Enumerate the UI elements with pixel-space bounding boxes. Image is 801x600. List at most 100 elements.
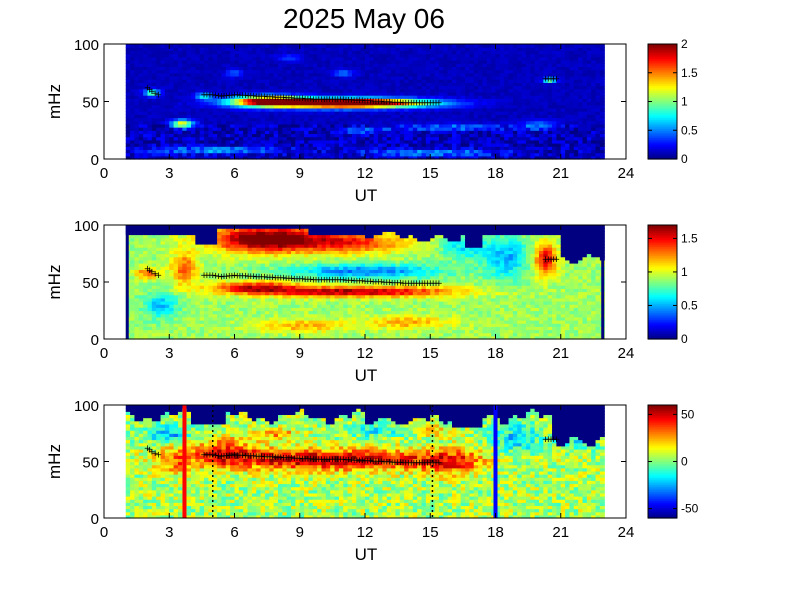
heatmap-cell: [299, 59, 305, 64]
heatmap-cell: [225, 95, 231, 99]
heatmap-cell: [260, 85, 266, 90]
heatmap-cell: [465, 47, 470, 51]
heatmap-cell: [186, 107, 192, 112]
heatmap-cell: [408, 98, 414, 103]
heatmap-cell: [143, 269, 149, 274]
heatmap-cell: [138, 310, 144, 315]
heatmap-cell: [278, 111, 283, 115]
heatmap-cell: [282, 88, 288, 93]
heatmap-cell: [260, 120, 266, 125]
heatmap-cell: [282, 69, 288, 74]
heatmap-cell: [438, 79, 444, 83]
heatmap-cell: [269, 72, 275, 77]
heatmap-cell: [221, 282, 227, 286]
heatmap-cell: [204, 320, 209, 324]
heatmap-cell: [534, 56, 540, 61]
heatmap-cell: [312, 82, 318, 87]
heatmap-cell: [182, 152, 188, 157]
heatmap-cell: [130, 79, 136, 83]
heatmap-cell: [130, 101, 136, 106]
heatmap-cell: [565, 91, 571, 96]
heatmap-cell: [212, 310, 218, 315]
heatmap-cell: [547, 50, 553, 55]
colorbar-segment: [648, 56, 677, 59]
heatmap-cell: [565, 123, 571, 128]
heatmap-cell: [169, 104, 175, 109]
heatmap-cell: [125, 69, 131, 74]
heatmap-cell: [317, 69, 323, 74]
heatmap-cell: [404, 133, 410, 138]
heatmap-cell: [578, 95, 584, 99]
heatmap-cell: [465, 69, 470, 74]
heatmap-cell: [365, 79, 370, 83]
heatmap-cell: [386, 101, 392, 106]
heatmap-cell: [282, 130, 288, 135]
heatmap-cell: [247, 53, 253, 58]
heatmap-cell: [539, 155, 544, 160]
heatmap-cell: [552, 136, 557, 141]
heatmap-cell: [473, 104, 479, 109]
heatmap-cell: [525, 120, 531, 125]
heatmap-cell: [143, 85, 149, 90]
heatmap-cell: [264, 82, 270, 87]
heatmap-cell: [160, 285, 166, 289]
heatmap-cell: [195, 225, 201, 229]
heatmap-cell: [134, 120, 140, 125]
heatmap-cell: [495, 66, 501, 71]
heatmap-cell: [412, 120, 418, 125]
heatmap-cell: [517, 59, 523, 64]
heatmap-cell: [530, 155, 536, 160]
heatmap-cell: [151, 146, 157, 151]
heatmap-cell: [321, 155, 327, 160]
heatmap-cell: [312, 101, 318, 106]
heatmap-cell: [582, 85, 588, 90]
heatmap-cell: [391, 75, 397, 80]
heatmap-cell: [456, 75, 462, 80]
heatmap-cell: [591, 120, 597, 125]
heatmap-cell: [430, 85, 436, 90]
heatmap-cell: [269, 127, 275, 131]
heatmap-cell: [508, 63, 514, 67]
heatmap-cell: [191, 120, 196, 125]
heatmap-cell: [560, 130, 566, 135]
heatmap-cell: [304, 149, 310, 154]
heatmap-cell: [169, 323, 175, 327]
heatmap-cell: [186, 288, 192, 293]
heatmap-cell: [399, 107, 405, 112]
heatmap-cell: [134, 95, 140, 99]
heatmap-cell: [525, 47, 531, 51]
heatmap-cell: [495, 69, 501, 74]
heatmap-cell: [177, 155, 183, 160]
heatmap-cell: [417, 69, 423, 74]
heatmap-cell: [543, 59, 549, 64]
heatmap-cell: [195, 120, 201, 125]
heatmap-cell: [238, 130, 244, 135]
heatmap-cell: [151, 63, 157, 67]
heatmap-cell: [469, 47, 475, 51]
heatmap-cell: [312, 88, 318, 93]
heatmap-cell: [504, 91, 510, 96]
ridge-marker: +: [233, 91, 241, 101]
heatmap-cell: [391, 47, 397, 51]
heatmap-cell: [521, 143, 527, 147]
heatmap-cell: [399, 63, 405, 67]
heatmap-cell: [138, 304, 144, 308]
heatmap-cell: [499, 120, 505, 125]
heatmap-cell: [369, 130, 375, 135]
heatmap-cell: [456, 44, 462, 48]
heatmap-cell: [452, 66, 457, 71]
heatmap-cell: [525, 111, 531, 115]
heatmap-cell: [443, 152, 449, 157]
heatmap-cell: [517, 133, 523, 138]
heatmap-cell: [208, 310, 214, 315]
heatmap-cell: [269, 79, 275, 83]
ridge-marker: +: [301, 94, 309, 104]
heatmap-cell: [204, 114, 209, 119]
heatmap-cell: [408, 111, 414, 115]
heatmap-cell: [456, 120, 462, 125]
heatmap-cell: [204, 44, 209, 48]
heatmap-cell: [325, 63, 331, 67]
heatmap-cell: [156, 120, 162, 125]
heatmap-cell: [434, 50, 440, 55]
heatmap-cell: [182, 44, 188, 48]
